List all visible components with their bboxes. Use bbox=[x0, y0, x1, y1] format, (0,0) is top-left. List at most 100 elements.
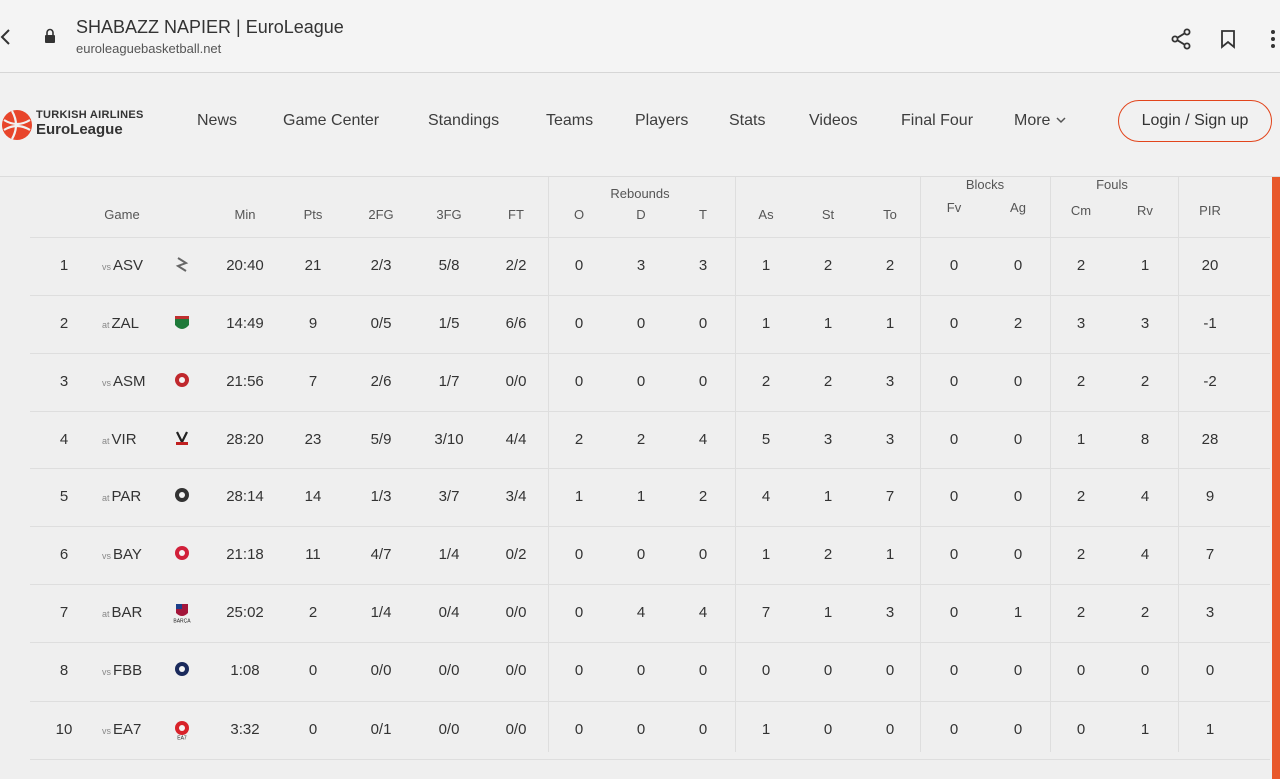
column-header-as[interactable]: As bbox=[758, 207, 774, 222]
stat-fv: 0 bbox=[949, 604, 959, 621]
column-header-pir[interactable]: PIR bbox=[1199, 203, 1221, 218]
stat-o: 0 bbox=[574, 662, 584, 679]
stat-fg3: 1/4 bbox=[438, 546, 460, 563]
stat-fg2: 0/0 bbox=[370, 662, 392, 679]
column-header-3fg[interactable]: 3FG bbox=[436, 207, 462, 222]
opponent-link[interactable]: vs ASM bbox=[102, 373, 146, 390]
team-logo-par-icon[interactable] bbox=[172, 487, 192, 507]
column-header-2fg[interactable]: 2FG bbox=[368, 207, 394, 222]
opponent-link[interactable]: vs ASV bbox=[102, 257, 143, 274]
stat-cm: 2 bbox=[1076, 257, 1086, 274]
stat-to: 3 bbox=[885, 604, 895, 621]
column-header-game[interactable]: Game bbox=[104, 207, 140, 222]
nav-news[interactable]: News bbox=[197, 112, 238, 129]
stat-pts: 9 bbox=[308, 315, 318, 332]
column-header-ft[interactable]: FT bbox=[508, 207, 524, 222]
stat-fg3: 1/7 bbox=[438, 373, 460, 390]
column-header-cm[interactable]: Cm bbox=[1070, 203, 1092, 218]
team-logo-ea7-icon[interactable]: EA7 bbox=[172, 720, 192, 742]
column-header-ag[interactable]: Ag bbox=[1010, 200, 1026, 215]
team-logo-asm-icon[interactable] bbox=[172, 372, 192, 392]
stat-to: 1 bbox=[885, 546, 895, 563]
opponent-link[interactable]: vs BAY bbox=[102, 546, 142, 563]
game-number: 1 bbox=[59, 257, 69, 274]
venue-label: vs bbox=[102, 726, 111, 736]
euroleague-logo[interactable]: TURKISH AIRLINES EuroLeague bbox=[0, 108, 160, 142]
svg-text:BARÇA: BARÇA bbox=[173, 619, 191, 624]
column-group-divider bbox=[735, 177, 736, 752]
venue-label: at bbox=[102, 493, 110, 503]
more-menu-icon[interactable] bbox=[1266, 28, 1280, 50]
column-header-to[interactable]: To bbox=[883, 207, 897, 222]
stat-cm: 2 bbox=[1076, 373, 1086, 390]
stat-fv: 0 bbox=[949, 488, 959, 505]
column-header-st[interactable]: St bbox=[821, 207, 835, 222]
stat-o: 0 bbox=[574, 721, 584, 738]
opponent-code: PAR bbox=[111, 488, 142, 505]
nav-game-center[interactable]: Game Center bbox=[283, 112, 380, 129]
stat-cm: 1 bbox=[1076, 431, 1086, 448]
opponent-code: BAY bbox=[113, 546, 142, 563]
stat-fg3: 1/5 bbox=[438, 315, 460, 332]
stat-fv: 0 bbox=[949, 546, 959, 563]
login-signup-button[interactable]: Login / Sign up bbox=[1118, 100, 1272, 142]
column-header-fv[interactable]: Fv bbox=[946, 200, 962, 215]
page-url[interactable]: euroleaguebasketball.net bbox=[76, 41, 222, 56]
nav-final-four[interactable]: Final Four bbox=[901, 112, 974, 129]
column-header-o[interactable]: O bbox=[573, 207, 585, 222]
stat-ft: 0/0 bbox=[505, 721, 527, 738]
team-logo-bar-icon[interactable]: BARÇA bbox=[172, 603, 192, 625]
nav-players[interactable]: Players bbox=[635, 112, 689, 129]
group-fouls: Fouls bbox=[1096, 177, 1128, 192]
stat-fg3: 0/0 bbox=[438, 662, 460, 679]
opponent-link[interactable]: at PAR bbox=[102, 488, 141, 505]
column-header-rv[interactable]: Rv bbox=[1137, 203, 1153, 218]
stat-pir: 9 bbox=[1205, 488, 1215, 505]
opponent-link[interactable]: at ZAL bbox=[102, 315, 139, 332]
stat-t: 3 bbox=[698, 257, 708, 274]
stat-cm: 3 bbox=[1076, 315, 1086, 332]
stat-st: 1 bbox=[823, 604, 833, 621]
team-logo-zal-icon[interactable] bbox=[172, 314, 192, 334]
column-header-t[interactable]: T bbox=[699, 207, 707, 222]
game-number: 4 bbox=[59, 431, 69, 448]
stat-rv: 0 bbox=[1140, 662, 1150, 679]
column-header-min[interactable]: Min bbox=[234, 207, 256, 222]
stat-min: 20:40 bbox=[226, 257, 264, 274]
stat-as: 2 bbox=[761, 373, 771, 390]
share-icon[interactable] bbox=[1170, 28, 1192, 50]
team-logo-fbb-icon[interactable] bbox=[172, 661, 192, 681]
stat-ag: 0 bbox=[1013, 662, 1023, 679]
nav-standings[interactable]: Standings bbox=[428, 112, 500, 129]
column-header-d[interactable]: D bbox=[636, 207, 646, 222]
nav-teams[interactable]: Teams bbox=[546, 112, 594, 129]
stat-cm: 0 bbox=[1076, 662, 1086, 679]
stat-ag: 2 bbox=[1013, 315, 1023, 332]
stat-ag: 1 bbox=[1013, 604, 1023, 621]
back-icon[interactable] bbox=[0, 27, 14, 47]
nav-stats[interactable]: Stats bbox=[729, 112, 766, 129]
opponent-link[interactable]: at VIR bbox=[102, 431, 137, 448]
stat-ft: 0/2 bbox=[505, 546, 527, 563]
opponent-link[interactable]: vs EA7 bbox=[102, 721, 141, 738]
nav-more[interactable]: More bbox=[1014, 112, 1066, 130]
opponent-link[interactable]: at BAR bbox=[102, 604, 142, 621]
nav-videos[interactable]: Videos bbox=[809, 112, 858, 129]
stat-fg3: 3/7 bbox=[438, 488, 460, 505]
stat-ag: 0 bbox=[1013, 488, 1023, 505]
bookmark-icon[interactable] bbox=[1219, 29, 1237, 49]
site-header: TURKISH AIRLINES EuroLeague News Game Ce… bbox=[0, 73, 1280, 177]
team-logo-bay-icon[interactable] bbox=[172, 545, 192, 565]
column-group-divider bbox=[1050, 177, 1051, 752]
game-number: 2 bbox=[59, 315, 69, 332]
column-header-pts[interactable]: Pts bbox=[303, 207, 323, 222]
stat-d: 2 bbox=[636, 431, 646, 448]
stat-as: 5 bbox=[761, 431, 771, 448]
row-divider bbox=[30, 411, 1270, 412]
team-logo-vir-icon[interactable] bbox=[172, 430, 192, 450]
stat-fg2: 1/4 bbox=[370, 604, 392, 621]
opponent-link[interactable]: vs FBB bbox=[102, 662, 142, 679]
stat-o: 0 bbox=[574, 546, 584, 563]
stat-min: 28:20 bbox=[226, 431, 264, 448]
team-logo-asv-icon[interactable] bbox=[172, 256, 192, 276]
